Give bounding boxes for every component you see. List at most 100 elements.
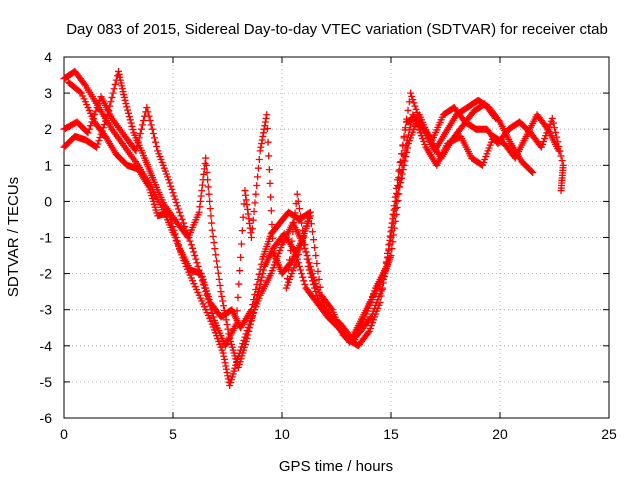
data-point — [245, 215, 253, 223]
data-point — [167, 215, 175, 223]
y-tick-label: 0 — [44, 193, 52, 209]
y-tick-label: 4 — [44, 49, 52, 65]
data-point — [124, 106, 132, 114]
data-point — [170, 192, 178, 200]
series-track-4 — [64, 78, 500, 343]
data-point — [174, 205, 182, 213]
data-point — [251, 199, 259, 207]
data-point — [254, 275, 262, 283]
data-point — [183, 230, 191, 238]
x-tick-label: 5 — [169, 426, 177, 442]
y-tick-label: -4 — [40, 338, 53, 354]
data-point — [388, 245, 396, 253]
y-tick-label: -1 — [40, 230, 53, 246]
data-point — [259, 132, 267, 140]
data-point — [170, 226, 178, 234]
x-tick-label: 0 — [60, 426, 68, 442]
data-point — [211, 245, 219, 253]
data-point — [247, 234, 255, 241]
data-point — [153, 143, 161, 151]
data-point — [553, 133, 561, 141]
data-point — [303, 255, 311, 263]
x-tick-label: 20 — [492, 426, 508, 442]
data-point — [177, 212, 185, 220]
data-point — [213, 257, 221, 265]
data-point — [259, 270, 267, 278]
data-point — [289, 228, 297, 236]
data-point — [312, 252, 320, 260]
data-point — [189, 244, 197, 252]
data-point — [107, 98, 115, 106]
data-point — [244, 331, 252, 339]
data-point — [100, 121, 108, 129]
data-point — [552, 128, 560, 136]
data-point — [290, 218, 298, 226]
data-point — [556, 147, 564, 155]
data-point — [408, 92, 416, 100]
data-point — [93, 104, 101, 112]
data-point — [327, 304, 335, 312]
data-point — [263, 111, 271, 119]
data-point — [137, 125, 145, 133]
data-point — [258, 140, 266, 148]
data-point — [313, 291, 321, 299]
data-point — [216, 282, 224, 290]
data-point — [264, 138, 272, 146]
data-point — [236, 267, 244, 275]
data-point — [299, 226, 307, 234]
data-point — [252, 190, 260, 198]
data-point — [239, 213, 247, 221]
data-point — [173, 202, 181, 210]
data-point — [238, 227, 246, 235]
data-point — [85, 125, 93, 133]
data-point — [404, 144, 412, 152]
data-point — [209, 313, 217, 321]
y-tick-label: -5 — [40, 374, 53, 390]
data-point — [397, 174, 405, 182]
data-point — [307, 273, 315, 281]
data-point — [261, 118, 269, 126]
data-point — [295, 262, 303, 270]
data-point — [301, 280, 309, 288]
data-point — [548, 114, 556, 122]
data-point — [140, 117, 148, 125]
data-point — [215, 275, 223, 283]
data-point — [298, 270, 306, 278]
data-point — [306, 208, 314, 216]
data-point — [288, 237, 296, 245]
data-point — [304, 262, 312, 270]
data-point — [396, 158, 404, 166]
data-point — [257, 277, 265, 285]
data-point — [168, 219, 176, 227]
data-point — [285, 265, 293, 273]
data-point — [128, 122, 136, 130]
data-point — [313, 259, 321, 267]
data-point — [399, 166, 407, 174]
data-point — [125, 109, 133, 117]
data-point — [409, 96, 417, 104]
y-tick-label: -6 — [40, 410, 53, 426]
data-point — [165, 176, 173, 184]
data-point — [551, 124, 558, 132]
data-point — [397, 179, 405, 187]
data-point — [412, 105, 420, 113]
data-point — [366, 314, 374, 322]
data-point — [76, 88, 84, 96]
data-point — [166, 179, 174, 187]
data-point — [190, 248, 198, 256]
data-point — [294, 197, 302, 205]
y-tick-label: 3 — [44, 85, 52, 101]
series-track-2 — [60, 67, 563, 371]
data-point — [251, 291, 259, 299]
data-point — [255, 156, 263, 164]
data-point — [237, 253, 245, 261]
data-point — [389, 238, 397, 246]
data-point — [237, 240, 245, 248]
data-point — [395, 190, 403, 198]
data-point — [302, 248, 310, 256]
data-point — [266, 179, 274, 187]
data-point — [222, 316, 230, 324]
data-point — [136, 130, 144, 138]
data-point — [192, 255, 200, 263]
data-point — [207, 212, 215, 220]
